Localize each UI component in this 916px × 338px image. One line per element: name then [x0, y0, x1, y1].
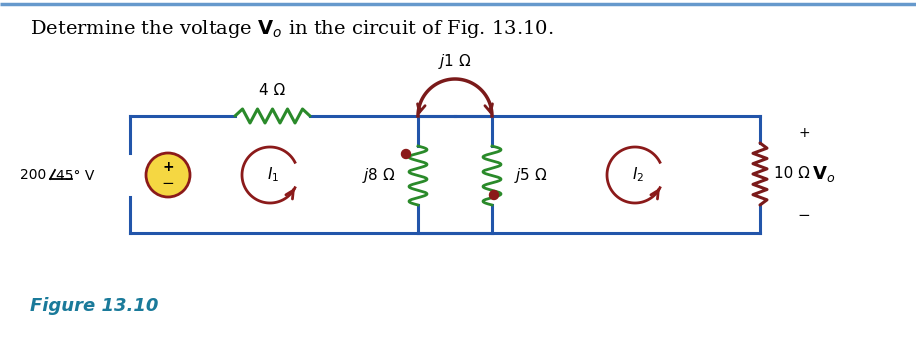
Text: −: − — [798, 208, 811, 222]
Text: Determine the voltage $\mathbf{V}_o$ in the circuit of Fig. 13.10.: Determine the voltage $\mathbf{V}_o$ in … — [30, 18, 553, 40]
Text: $j$5 Ω: $j$5 Ω — [514, 166, 548, 185]
Text: 45° V: 45° V — [56, 169, 94, 183]
Text: Figure 13.10: Figure 13.10 — [30, 297, 158, 315]
Text: $I_1$: $I_1$ — [267, 166, 279, 184]
Text: $\mathbf{V}_o$: $\mathbf{V}_o$ — [812, 164, 835, 184]
Circle shape — [401, 149, 410, 159]
Text: −: − — [161, 175, 174, 191]
Circle shape — [489, 191, 498, 199]
Text: $j$1 Ω: $j$1 Ω — [438, 52, 472, 71]
Text: $j$8 Ω: $j$8 Ω — [363, 166, 396, 185]
Text: 4 Ω: 4 Ω — [259, 83, 286, 98]
Text: +: + — [162, 160, 174, 174]
Text: $I_2$: $I_2$ — [632, 166, 644, 184]
Text: +: + — [798, 126, 810, 140]
Text: 10 Ω: 10 Ω — [774, 167, 810, 182]
Text: 200: 200 — [20, 168, 50, 182]
Circle shape — [146, 153, 190, 197]
